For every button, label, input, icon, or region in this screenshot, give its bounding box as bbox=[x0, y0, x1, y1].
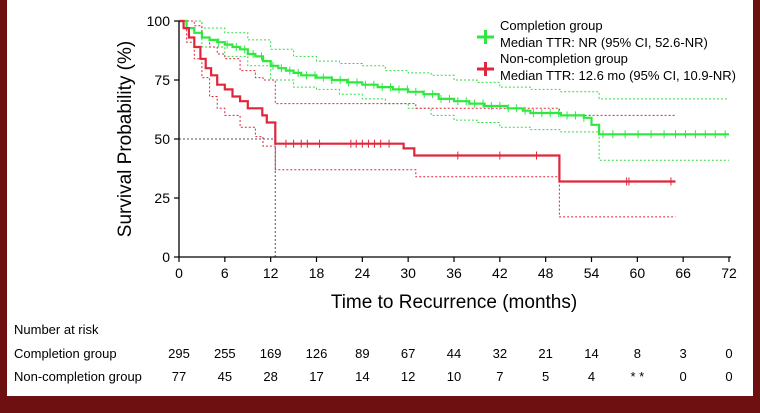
x-tick-label: 6 bbox=[221, 265, 229, 281]
legend-item-noncompletion: Non-completion group Median TTR: 12.6 mo… bbox=[477, 51, 736, 83]
frame-left-border bbox=[0, 0, 7, 413]
y-tick-label: 100 bbox=[147, 13, 171, 29]
risk-cell: 0 bbox=[679, 369, 687, 384]
risk-cell: 0 bbox=[725, 346, 733, 361]
y-tick-label: 25 bbox=[154, 190, 170, 206]
x-axis-label: Time to Recurrence (months) bbox=[331, 292, 577, 313]
risk-cell: 12 bbox=[400, 369, 416, 384]
y-tick-label: 50 bbox=[154, 131, 170, 147]
risk-cell: 44 bbox=[446, 346, 462, 361]
frame-right-border bbox=[753, 0, 760, 413]
x-tick-label: 60 bbox=[630, 265, 646, 281]
x-tick-label: 12 bbox=[263, 265, 279, 281]
legend: Completion group Median TTR: NR (95% CI,… bbox=[477, 18, 736, 83]
risk-cell: 295 bbox=[168, 346, 190, 361]
risk-cell: 67 bbox=[400, 346, 416, 361]
risk-cell: 5 bbox=[542, 369, 550, 384]
risk-cell: 0 bbox=[725, 369, 733, 384]
risk-cell: 32 bbox=[492, 346, 508, 361]
legend-completion-median: Median TTR: NR (95% CI, 52.6-NR) bbox=[500, 35, 708, 50]
frame-bottom-border bbox=[0, 396, 760, 413]
risk-cell: 17 bbox=[309, 369, 324, 384]
x-tick-label: 18 bbox=[309, 265, 325, 281]
risk-cell: 89 bbox=[355, 346, 370, 361]
x-tick-label: 30 bbox=[400, 265, 416, 281]
legend-item-completion: Completion group Median TTR: NR (95% CI,… bbox=[477, 18, 708, 50]
legend-completion-name: Completion group bbox=[500, 18, 603, 33]
risk-cell: 77 bbox=[171, 369, 187, 384]
risk-cell: 255 bbox=[213, 346, 236, 361]
km-chart: 0 6 12 18 24 30 36 42 48 54 60 66 72 0 25 50 75 100 Survi… bbox=[115, 13, 737, 313]
noncompletion-survival-curve bbox=[179, 19, 676, 183]
risk-cell: 21 bbox=[538, 346, 553, 361]
legend-noncompletion-median: Median TTR: 12.6 mo (95% CI, 10.9-NR) bbox=[500, 68, 736, 83]
risk-row-label-completion: Completion group bbox=[14, 346, 117, 361]
risk-table-title: Number at risk bbox=[14, 322, 99, 337]
risk-cell: * * bbox=[630, 369, 645, 384]
risk-row-label-noncompletion: Non-completion group bbox=[14, 369, 142, 384]
risk-cell: 28 bbox=[263, 369, 278, 384]
risk-cell: 8 bbox=[633, 346, 641, 361]
risk-cell: 169 bbox=[259, 346, 282, 361]
risk-cell: 4 bbox=[587, 369, 596, 384]
risk-cell: 45 bbox=[217, 369, 233, 384]
risk-cell: 3 bbox=[679, 346, 687, 361]
risk-cell: 10 bbox=[446, 369, 462, 384]
x-tick-label: 54 bbox=[584, 265, 600, 281]
legend-noncompletion-name: Non-completion group bbox=[500, 51, 628, 66]
risk-cell: 7 bbox=[496, 369, 504, 384]
risk-cell: 14 bbox=[355, 369, 370, 384]
x-tick-label: 72 bbox=[721, 265, 737, 281]
x-tick-label: 36 bbox=[446, 265, 462, 281]
noncompletion-ci-upper bbox=[179, 20, 676, 116]
noncompletion-ci-lower bbox=[179, 20, 676, 218]
y-axis-label: Survival Probability (%) bbox=[115, 41, 136, 237]
risk-cell: 14 bbox=[584, 346, 599, 361]
risk-cell: 126 bbox=[305, 346, 328, 361]
x-tick-label: 48 bbox=[538, 265, 554, 281]
y-tick-label: 75 bbox=[154, 72, 170, 88]
x-tick-label: 24 bbox=[355, 265, 371, 281]
x-tick-label: 66 bbox=[675, 265, 691, 281]
x-tick-label: 42 bbox=[492, 265, 508, 281]
x-tick-label: 0 bbox=[175, 265, 183, 281]
y-tick-label: 0 bbox=[162, 249, 170, 265]
